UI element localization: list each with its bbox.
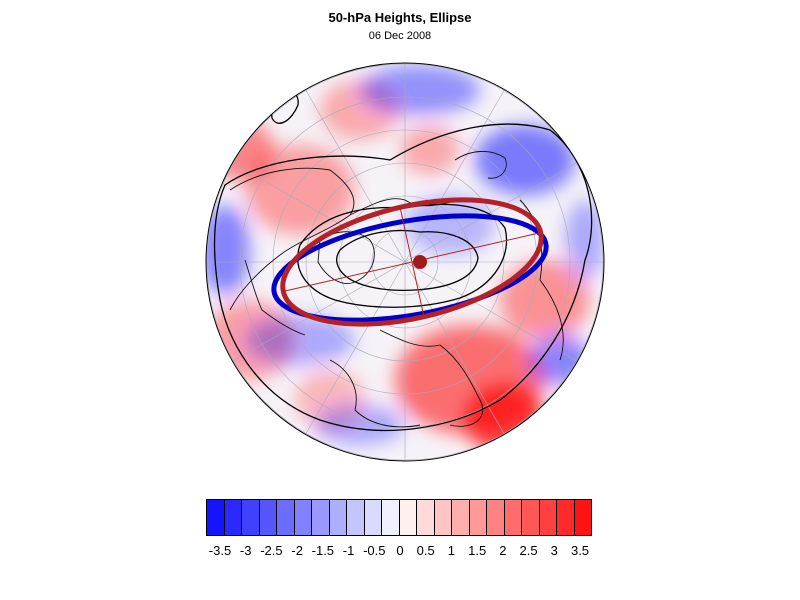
colorbar-cell (207, 500, 225, 535)
colorbar-cell (469, 500, 487, 535)
colorbar-cell (452, 500, 470, 535)
colorbar-label: 3.5 (570, 543, 590, 558)
colorbar-cell (259, 500, 277, 535)
colorbar (206, 499, 592, 536)
colorbar-cell (329, 500, 347, 535)
colorbar-label: 0.5 (416, 543, 435, 558)
colorbar-label: 3 (550, 543, 558, 558)
colorbar-cell (224, 500, 242, 535)
colorbar-label: 0 (396, 543, 404, 558)
colorbar-cell (522, 500, 540, 535)
colorbar-cell (434, 500, 452, 535)
colorbar-cell (504, 500, 522, 535)
colorbar-label: 2 (499, 543, 507, 558)
colorbar-cell (294, 500, 312, 535)
colorbar-label: -2.5 (260, 543, 283, 558)
colorbar-cell (347, 500, 365, 535)
colorbar-label: -3 (239, 543, 252, 558)
coastlines (229, 151, 564, 428)
colorbar-labels: -3.5 -3 -2.5 -2 -1.5 -1 -0.5 0 0.5 1 1.5 2 2.5 3 3.5 (0, 543, 800, 559)
colorbar-label: -2 (291, 543, 303, 558)
observed-ellipse (271, 213, 549, 323)
colorbar-cell (364, 500, 382, 535)
colorbar-cell (557, 500, 575, 535)
colorbar-label: 1 (447, 543, 456, 558)
colorbar-cell (399, 500, 417, 535)
colorbar-cell (382, 500, 400, 535)
colorbar-cell (574, 500, 591, 535)
ellipse-minor-axis (399, 206, 425, 318)
colorbar-label: 1.5 (468, 543, 487, 558)
height-contours (213, 89, 593, 432)
colorbar-cell (242, 500, 260, 535)
colorbar-cell (277, 500, 295, 535)
colorbar-label: -3.5 (208, 543, 232, 558)
map-date: 06 Dec 2008 (368, 30, 432, 42)
ellipse-center-marker (413, 255, 427, 269)
colorbar-cell (417, 500, 435, 535)
colorbar-label: -1.5 (311, 543, 335, 558)
colorbar-cell (312, 500, 330, 535)
colorbar-label: -0.5 (363, 543, 386, 558)
colorbar-label: -1 (342, 543, 355, 558)
colorbar-cell (539, 500, 557, 535)
colorbar-label: 2.5 (519, 543, 538, 558)
globe-outline (205, 62, 605, 462)
colorbar-cell (487, 500, 505, 535)
map-title: 50-hPa Heights, Ellipse (328, 10, 472, 25)
fitted-ellipse (280, 197, 544, 327)
